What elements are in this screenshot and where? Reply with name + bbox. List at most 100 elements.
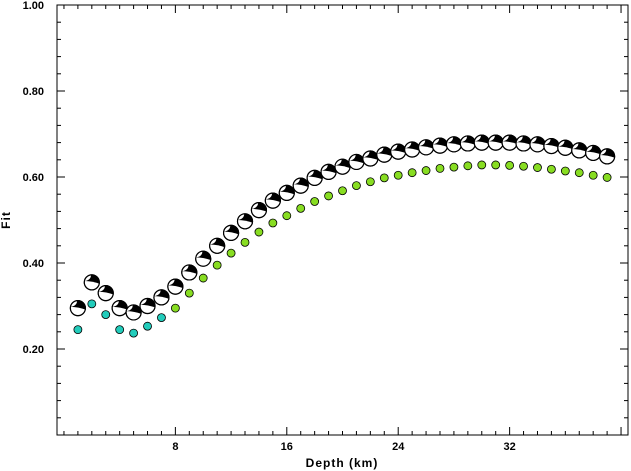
fit-point-secondary [296, 203, 306, 213]
beachball-marker [557, 139, 574, 156]
fit-point-secondary [588, 170, 598, 180]
beachball-marker [153, 289, 170, 306]
beachball-marker [543, 137, 560, 155]
beachball-marker [320, 163, 337, 180]
beachball-rim [292, 177, 309, 194]
beachball-dilatation-quadrant [84, 281, 100, 290]
beachball-marker [529, 136, 546, 153]
beachball-marker [599, 148, 616, 165]
beachball-marker [292, 177, 309, 194]
plot-frame [56, 4, 629, 436]
y-axis-title: Fit [0, 211, 13, 229]
beachball-dilatation-quadrant [112, 300, 119, 307]
beachball-marker [334, 158, 351, 175]
beachball-dilatation-quadrant [544, 138, 551, 145]
beachball-dilatation-quadrant [502, 141, 518, 151]
beachball-dilatation-quadrant [265, 199, 281, 209]
beachball-marker [348, 153, 365, 171]
beachball-marker [445, 136, 463, 153]
fit-point-secondary [268, 218, 278, 228]
beachball-dilatation-quadrant [98, 291, 114, 301]
beachball-rim [278, 184, 295, 202]
beachball-dilatation-quadrant [223, 231, 239, 241]
beachball-dilatation-quadrant [126, 304, 133, 312]
beachball-rim [167, 278, 184, 295]
beachball-dilatation-quadrant [446, 136, 454, 144]
beachball-rim [599, 148, 616, 165]
beachball-dilatation-quadrant [307, 176, 323, 186]
fit-point-secondary [254, 227, 264, 237]
fit-point-secondary [310, 197, 320, 206]
beachball-dilatation-quadrant [530, 136, 537, 144]
beachball-dilatation-quadrant [557, 140, 565, 147]
beachball-rim [153, 289, 170, 306]
fit-point-secondary [101, 310, 111, 320]
beachball-dilatation-quadrant [446, 143, 462, 152]
beachball-marker [195, 250, 212, 267]
beachball-dilatation-quadrant [530, 143, 545, 152]
beachball-dilatation-quadrant [599, 155, 615, 164]
x-axis-title: Depth (km) [306, 456, 379, 470]
fit-point-secondary [212, 260, 222, 270]
beachball-marker [515, 135, 532, 152]
beachball-dilatation-quadrant [293, 178, 300, 185]
fit-point-secondary [533, 163, 542, 172]
beachball-dilatation-quadrant [98, 285, 105, 292]
beachball-marker [487, 134, 504, 151]
fit-point-secondary [519, 161, 528, 171]
beachball-dilatation-quadrant [474, 141, 490, 151]
beachball-dilatation-quadrant [516, 135, 523, 143]
fit-point-secondary [407, 168, 417, 178]
beachball-dilatation-quadrant [460, 142, 476, 151]
beachball-dilatation-quadrant [265, 193, 273, 200]
beachball-marker [209, 237, 226, 254]
focal-mechanism-fit-series [69, 134, 616, 321]
fit-point-secondary [463, 161, 473, 171]
beachball-dilatation-quadrant [307, 170, 314, 177]
beachball-dilatation-quadrant [126, 311, 141, 320]
beachball-marker [139, 297, 156, 315]
beachball-marker [83, 274, 100, 291]
beachball-dilatation-quadrant [279, 191, 295, 201]
fit-point-secondary [87, 299, 97, 309]
beachball-marker [111, 300, 128, 317]
y-axis-ticks: 0.20 0.40 0.60 0.80 1.00 [23, 0, 628, 419]
beachball-dilatation-quadrant [585, 151, 601, 161]
beachball-dilatation-quadrant [488, 141, 504, 151]
beachball-marker [306, 169, 323, 186]
beachball-dilatation-quadrant [432, 144, 448, 154]
x-tick-label: 16 [281, 441, 293, 453]
beachball-marker [473, 134, 490, 151]
x-axis-ticks: 8 16 24 32 [63, 5, 622, 453]
beachball-dilatation-quadrant [432, 138, 440, 145]
beachball-marker [571, 142, 588, 159]
fit-point-secondary [365, 177, 375, 187]
beachball-rim [264, 192, 281, 209]
fit-point-secondary [115, 325, 125, 335]
beachball-dilatation-quadrant [195, 257, 211, 267]
beachball-dilatation-quadrant [390, 150, 406, 160]
beachball-marker [390, 143, 407, 160]
secondary-fit-series [73, 160, 612, 338]
beachball-dilatation-quadrant [223, 225, 231, 232]
beachball-dilatation-quadrant [349, 154, 356, 161]
fit-point-secondary [338, 186, 347, 196]
beachball-marker [431, 137, 449, 154]
beachball-dilatation-quadrant [154, 296, 169, 305]
beachball-dilatation-quadrant [321, 164, 328, 171]
beachball-marker [250, 202, 268, 219]
fit-point-secondary [73, 325, 83, 335]
beachball-dilatation-quadrant [321, 170, 336, 180]
beachball-dilatation-quadrant [418, 139, 426, 147]
beachball-rim [306, 169, 323, 186]
fit-point-secondary [602, 173, 612, 182]
beachball-dilatation-quadrant [404, 141, 412, 149]
y-tick-label: 1.00 [23, 0, 44, 12]
beachball-marker [236, 213, 254, 230]
beachball-rim [125, 304, 142, 321]
y-tick-label: 0.20 [23, 344, 44, 356]
beachball-dilatation-quadrant [585, 145, 593, 152]
beachball-dilatation-quadrant [362, 151, 370, 158]
fit-point-secondary [560, 166, 570, 176]
fit-point-secondary [421, 166, 431, 175]
